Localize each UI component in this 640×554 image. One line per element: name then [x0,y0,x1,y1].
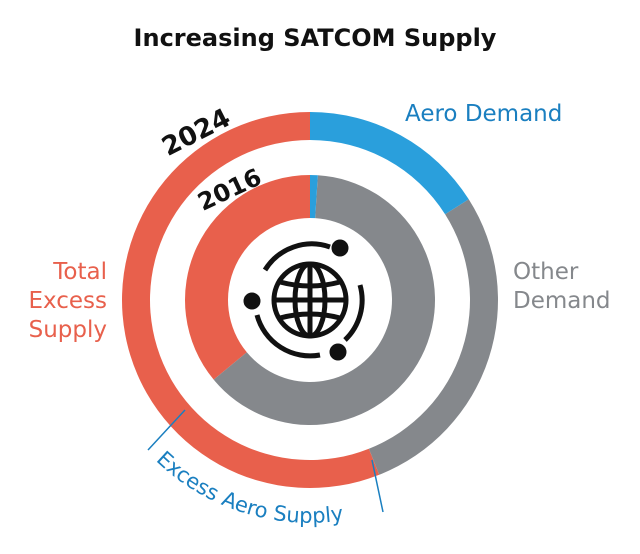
annotation-tick [147,409,186,451]
donut-segment [213,175,435,425]
chart-title: Increasing SATCOM Supply [134,24,497,52]
globe-icon [243,239,365,361]
donut-segment [368,199,498,475]
annotation-tick [371,459,384,513]
category-label: Aero Demand [405,101,563,127]
category-label: Other Demand [513,259,611,314]
donut-segment [310,112,469,215]
category-label: Total Excess Supply [28,259,107,343]
donut-segment [184,175,310,380]
donut-segment [310,175,318,219]
